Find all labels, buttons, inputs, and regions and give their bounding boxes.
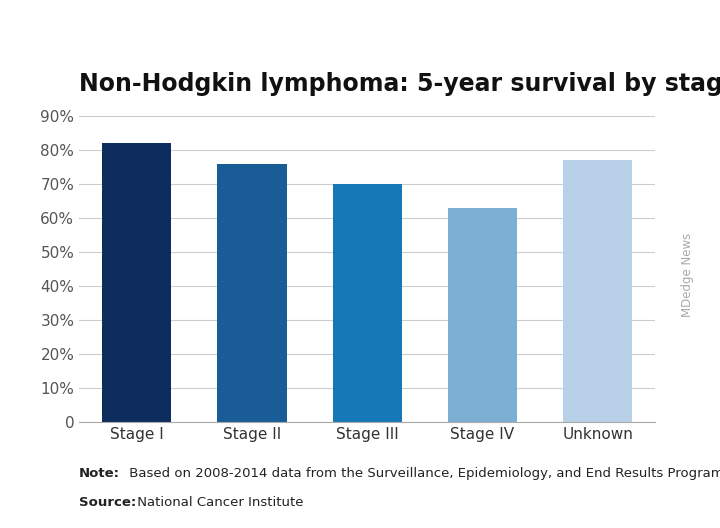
Bar [448,208,517,422]
Text: Source:: Source: [79,496,137,510]
Text: Non-Hodgkin lymphoma: 5-year survival by stage at diagnosis: Non-Hodgkin lymphoma: 5-year survival by… [79,72,720,96]
Bar [563,161,632,422]
Bar [102,144,171,422]
Text: National Cancer Institute: National Cancer Institute [133,496,304,510]
Bar [333,184,402,422]
Bar [217,164,287,422]
Text: Note:: Note: [79,467,120,480]
Text: MDedge News: MDedge News [681,232,694,317]
Text: Based on 2008-2014 data from the Surveillance, Epidemiology, and End Results Pro: Based on 2008-2014 data from the Surveil… [125,467,720,480]
